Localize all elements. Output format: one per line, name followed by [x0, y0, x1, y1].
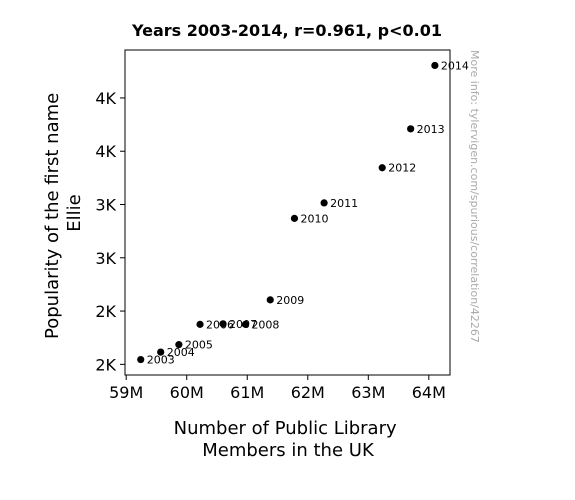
data-label-2008: 2008 [251, 318, 279, 331]
data-point-2007 [219, 320, 227, 328]
data-label-2003: 2003 [147, 354, 175, 367]
data-label-2014: 2014 [441, 59, 469, 72]
data-point-2013 [407, 125, 415, 133]
data-label-2011: 2011 [330, 197, 358, 210]
data-point-2010 [290, 214, 299, 222]
data-point-2008 [241, 320, 250, 328]
x-tick-label: 63M [351, 383, 385, 402]
data-label-2005: 2005 [185, 339, 213, 352]
data-point-2012 [378, 164, 386, 172]
y-tick-label: 4K [95, 142, 116, 161]
x-axis-label-line-2: Members in the UK [202, 440, 375, 461]
data-point-2004 [157, 348, 165, 356]
y-axis-label-line-1: Popularity of the first name [42, 93, 63, 339]
data-point-2014 [431, 61, 439, 70]
data-label-2010: 2010 [300, 212, 328, 225]
data-label-2009: 2009 [276, 294, 304, 307]
plot-area [124, 49, 451, 376]
x-tick-label: 59M [109, 383, 143, 402]
x-axis-label: Number of Public Library Members in the … [174, 418, 403, 461]
y-tick-label: 4K [95, 89, 116, 108]
data-point-2003 [137, 355, 145, 364]
x-axis-label-line-1: Number of Public Library [174, 418, 397, 439]
data-point-2005 [175, 341, 183, 349]
data-label-2012: 2012 [388, 162, 416, 175]
y-tick-label: 2K [95, 302, 116, 321]
x-axis: 59M 60M 61M 62M 63M 64M [109, 375, 446, 402]
data-point-2011 [320, 199, 328, 207]
watermark-text: More info: tylervigen.com/spurious/corre… [468, 50, 481, 343]
x-tick-label: 64M [412, 383, 446, 402]
data-points: 2003200420052006200720082009201020112012… [137, 59, 469, 367]
data-label-2013: 2013 [417, 123, 445, 136]
y-tick-label: 3K [95, 249, 116, 268]
y-tick-label: 3K [95, 196, 116, 215]
y-axis-label: Popularity of the first name Ellie [42, 87, 85, 339]
x-tick-label: 60M [170, 383, 204, 402]
y-axis-label-line-2: Ellie [64, 194, 85, 231]
data-label-2004: 2004 [167, 346, 195, 359]
y-axis: 2K 2K 3K 3K 4K 4K [95, 89, 125, 374]
data-point-2006 [196, 320, 204, 328]
y-tick-label: 2K [95, 355, 116, 374]
x-tick-label: 62M [291, 383, 325, 402]
data-point-2009 [266, 296, 274, 304]
x-tick-label: 61M [230, 383, 264, 402]
chart-title: Years 2003-2014, r=0.961, p<0.01 [131, 21, 442, 40]
